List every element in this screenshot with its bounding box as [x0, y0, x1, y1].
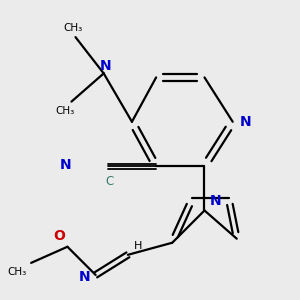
Text: CH₃: CH₃: [8, 267, 27, 277]
Text: O: O: [53, 229, 65, 243]
Text: CH₃: CH₃: [56, 106, 75, 116]
Text: N: N: [60, 158, 71, 172]
Text: N: N: [79, 270, 91, 284]
Text: H: H: [134, 241, 142, 251]
Text: N: N: [209, 194, 221, 208]
Text: N: N: [240, 115, 252, 129]
Text: C: C: [106, 175, 114, 188]
Text: N: N: [100, 59, 112, 74]
Text: CH₃: CH₃: [64, 23, 83, 33]
